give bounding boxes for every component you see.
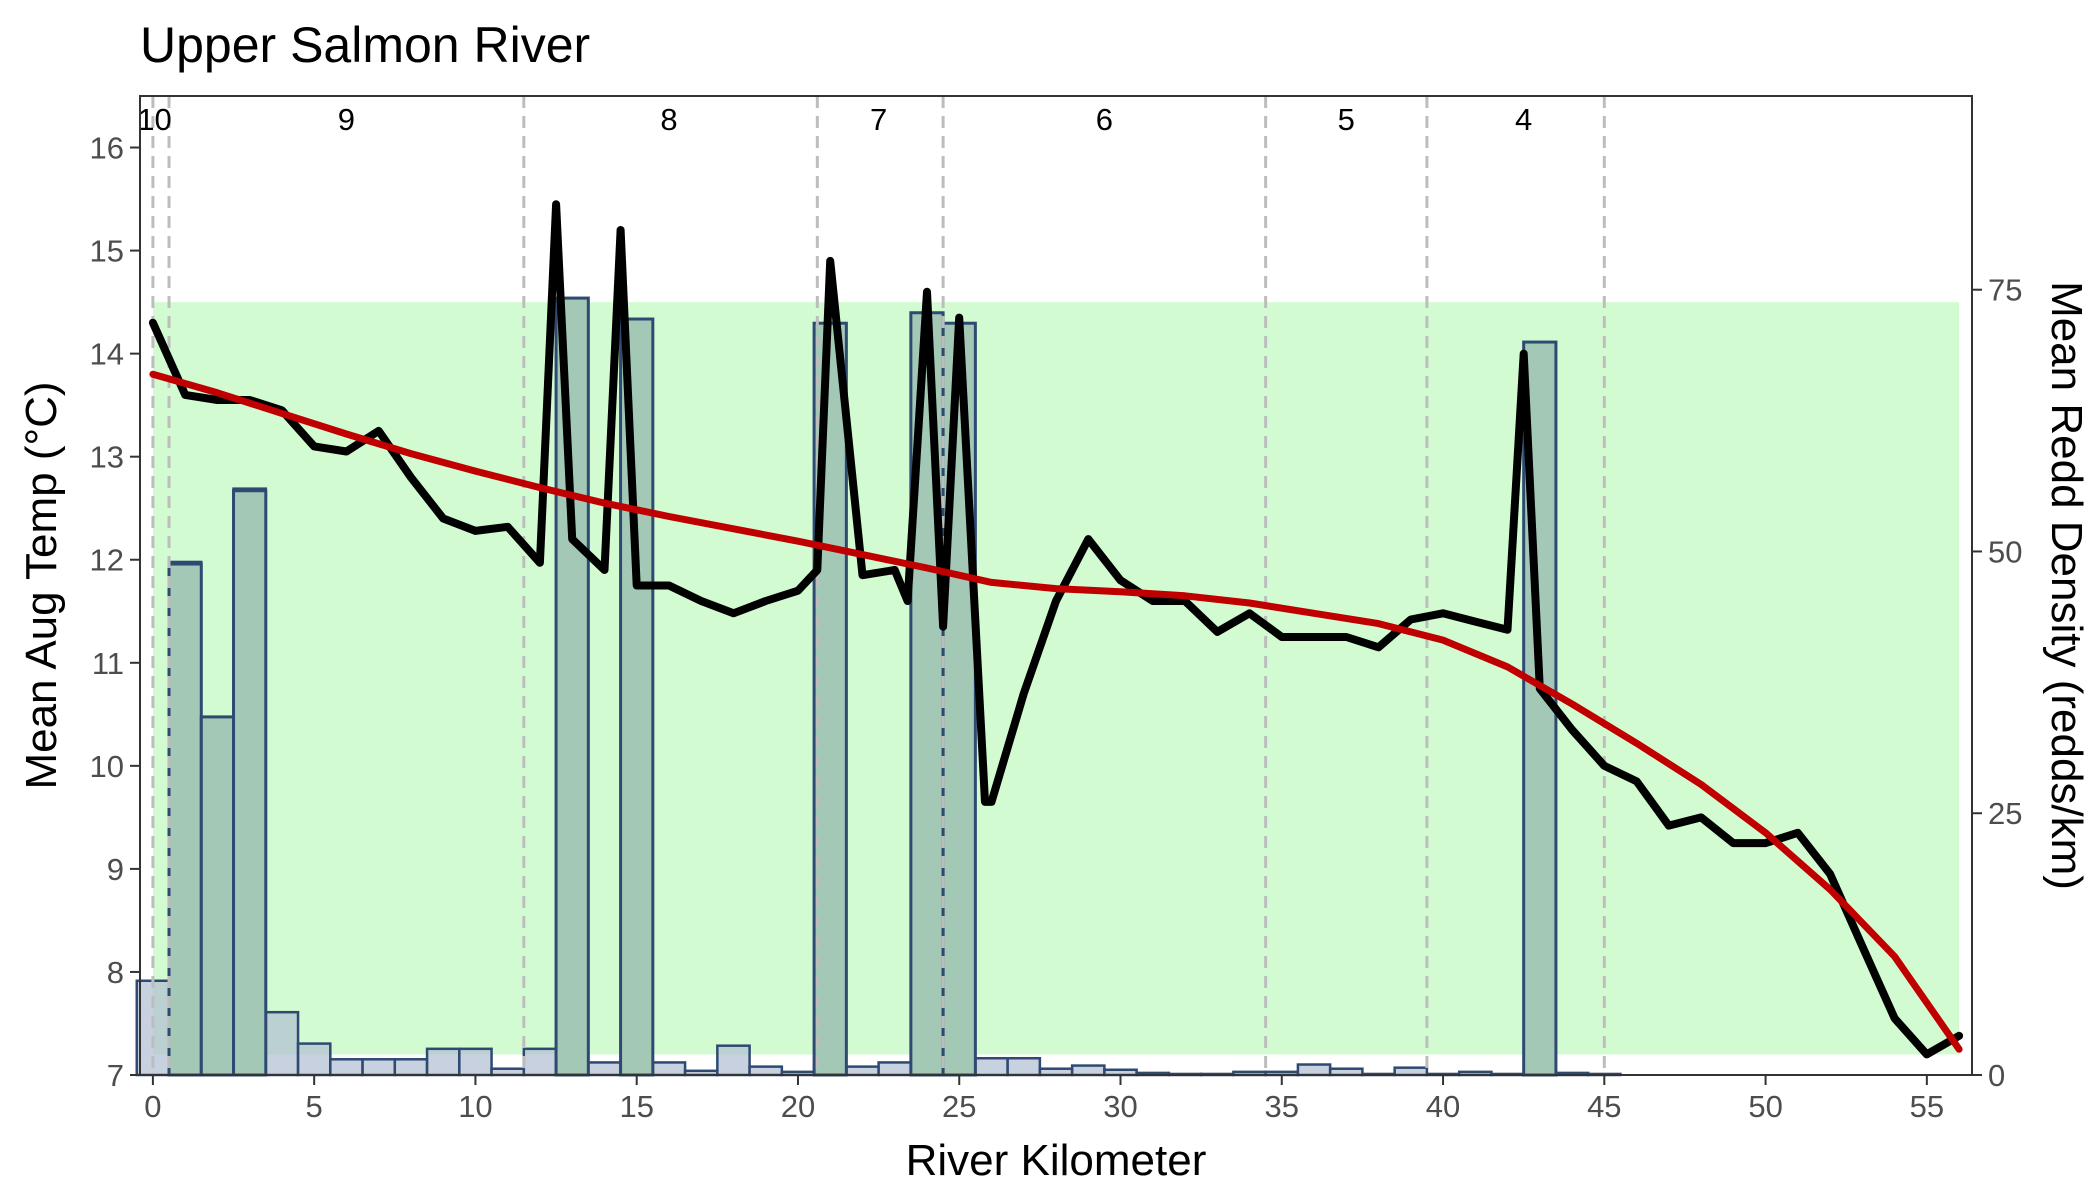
reach-label-9: 9 [338, 102, 355, 137]
reach-label-6: 6 [1096, 102, 1113, 137]
x-tick-label-0: 0 [144, 1089, 161, 1124]
y-tick-label-14: 14 [90, 337, 124, 372]
x-tick-label-10: 10 [458, 1089, 492, 1124]
redd-bar-km-18 [716, 1044, 751, 1077]
y-axis-title: Mean Aug Temp (°C) [17, 381, 66, 789]
reach-label-8: 8 [660, 102, 677, 137]
redd-high-bar-km-25 [941, 321, 977, 1077]
redd-bar-km-9 [425, 1047, 461, 1077]
optimal-temp-band [152, 302, 1960, 1055]
x-tick-label-30: 30 [1103, 1089, 1137, 1124]
series-lines [148, 200, 1964, 1059]
x-tick-label-25: 25 [942, 1089, 976, 1124]
x-tick-label-40: 40 [1426, 1089, 1460, 1124]
redd-bar-km-10 [458, 1047, 493, 1077]
reach-labels: 10 9 8 7 6 5 4 [137, 102, 1532, 137]
redd-high-bar-km-1 [167, 562, 203, 1077]
y-tick-label-11: 11 [92, 646, 124, 681]
reach-label-7: 7 [870, 102, 887, 137]
y-tick-label-10: 10 [90, 749, 124, 784]
optimal-temp-band-layer [152, 302, 1960, 1055]
x-axis: 0 5 10 15 20 25 30 35 40 45 50 55 [144, 1075, 1944, 1124]
y-tick-label-15: 15 [90, 234, 124, 269]
x-tick-label-50: 50 [1748, 1089, 1782, 1124]
redd-bar-km-26 [974, 1056, 1009, 1077]
y-tick-label-16: 16 [90, 131, 124, 166]
redd-bar-km-22 [845, 1065, 880, 1077]
y-tick-label-8: 8 [107, 955, 124, 990]
y-tick-label-7: 7 [107, 1058, 124, 1093]
x-tick-label-35: 35 [1265, 1089, 1299, 1124]
y-tick-label-9: 9 [107, 852, 124, 887]
y-axis-left: 7 8 9 10 11 12 13 14 15 16 [90, 131, 140, 1093]
y-axis-right: 0 25 50 75 [1972, 273, 2022, 1093]
x-axis-title: River Kilometer [906, 1136, 1207, 1185]
reach-label-4: 4 [1515, 102, 1532, 137]
redd-bar-km-4 [264, 1010, 300, 1077]
y2-tick-label-50: 50 [1988, 534, 2022, 569]
redd-bar-km-12 [522, 1047, 558, 1077]
redd-bar-km-8 [393, 1058, 429, 1077]
y2-tick-label-25: 25 [1988, 796, 2022, 831]
y-tick-label-12: 12 [90, 543, 124, 578]
y-tick-label-13: 13 [90, 440, 124, 475]
y2-axis-title: Mean Redd Density (redds/km) [2042, 281, 2091, 890]
redd-bar-km-7 [361, 1058, 397, 1077]
redd-bar-km-27 [1006, 1056, 1042, 1077]
reach-label-10: 10 [137, 102, 171, 137]
y2-tick-label-0: 0 [1988, 1058, 2005, 1093]
redd-bar-km-19 [748, 1065, 784, 1077]
chart-title: Upper Salmon River [140, 17, 590, 73]
x-tick-label-15: 15 [619, 1089, 653, 1124]
reach-label-5: 5 [1338, 102, 1355, 137]
redd-high-bar-km-2 [199, 715, 236, 1077]
y2-tick-label-75: 75 [1988, 273, 2022, 308]
x-tick-label-55: 55 [1910, 1089, 1944, 1124]
redd-bar-km-14 [587, 1061, 622, 1077]
redd-bar-km-6 [329, 1058, 364, 1077]
redd-bar-km-29 [1070, 1064, 1106, 1077]
x-tick-label-5: 5 [306, 1089, 323, 1124]
redd-bar-km-23 [877, 1061, 913, 1077]
redd-bar-km-5 [296, 1042, 332, 1077]
x-tick-label-20: 20 [781, 1089, 815, 1124]
plot-frame [139, 95, 1973, 1076]
redd-bar-km-16 [651, 1061, 687, 1077]
x-tick-label-45: 45 [1587, 1089, 1621, 1124]
redd-high-bar-km-13 [554, 296, 590, 1077]
redd-bar-km-36 [1296, 1063, 1332, 1077]
redd-high-bar-km-15 [619, 317, 655, 1077]
trend-line [149, 370, 1963, 1053]
temperature-line [148, 200, 1964, 1059]
redd-bar-km-39 [1393, 1066, 1429, 1077]
redd-high-bar-km-3 [232, 489, 268, 1077]
